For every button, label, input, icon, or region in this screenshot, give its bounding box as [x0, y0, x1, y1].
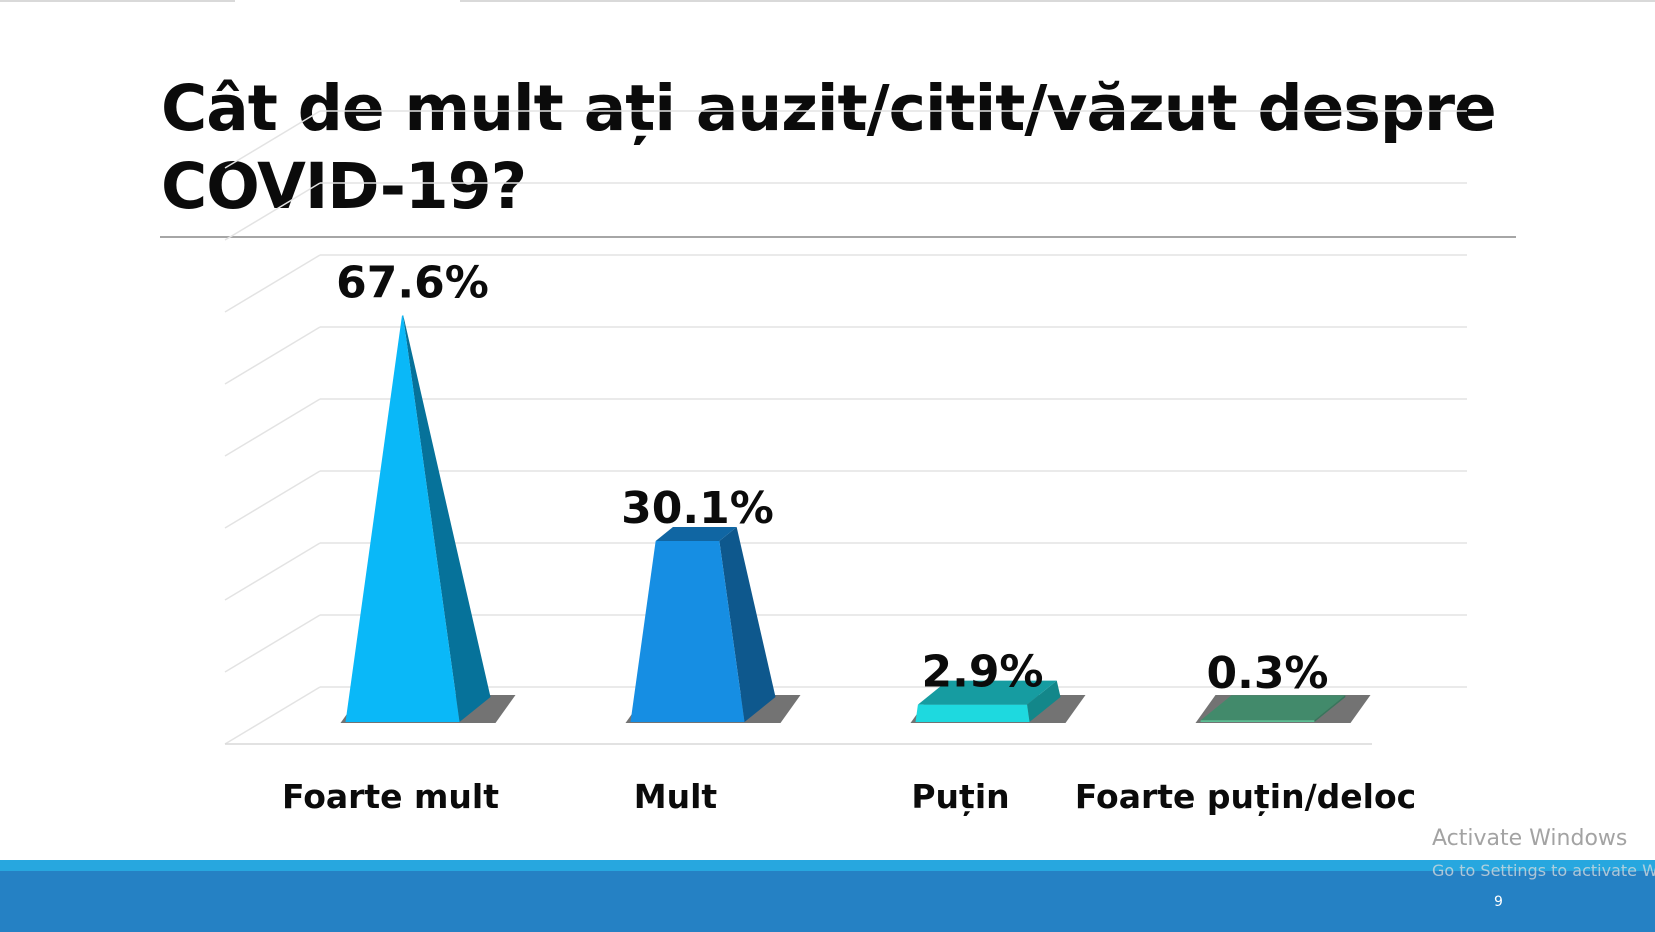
value-label: 67.6% — [336, 258, 489, 309]
title-rule — [160, 236, 1516, 238]
bar-front — [915, 704, 1030, 722]
bar-side — [403, 315, 491, 722]
bar-4 — [1195, 695, 1371, 723]
value-label: 2.9% — [921, 647, 1043, 698]
pyramid-bar-chart: 67.6% Foarte mult 30.1% Mult 2.9% Puțin 0.3% Fo… — [224, 110, 1467, 816]
top-strip-gap — [235, 0, 460, 2]
category-label: Puțin — [911, 777, 1009, 816]
activate-windows-watermark: Activate Windows — [1432, 826, 1628, 851]
category-label: Mult — [634, 777, 718, 816]
gridline-side — [224, 614, 321, 673]
gridline-side — [224, 470, 321, 529]
bar-side — [1027, 680, 1061, 722]
bar-top — [655, 527, 737, 542]
gridline-side — [224, 542, 321, 601]
bar-top — [1200, 695, 1346, 721]
bar-2 — [625, 527, 801, 723]
bar-front — [1200, 720, 1315, 722]
bar-front — [630, 541, 745, 722]
category-label: Foarte puțin/deloc — [1075, 777, 1416, 816]
gridline-side — [224, 326, 321, 385]
slide-title: Cât de mult ați auzit/citit/văzut despre… — [161, 72, 1497, 223]
category-label: Foarte mult — [282, 777, 499, 816]
page-number: 9 — [1494, 894, 1503, 910]
bar-side — [1314, 695, 1346, 722]
activate-windows-hint: Go to Settings to activate Windows. — [1432, 861, 1655, 880]
footer-bar — [0, 871, 1655, 932]
bar-top — [917, 680, 1057, 705]
value-label: 0.3% — [1206, 648, 1328, 699]
gridline-side — [224, 686, 321, 745]
bar-3 — [910, 680, 1086, 723]
footer-accent-bar — [0, 860, 1655, 871]
bar-1 — [340, 315, 516, 723]
bar-side — [719, 527, 776, 722]
gridline-side — [224, 182, 321, 241]
bar-front — [345, 315, 460, 722]
gridline-side — [224, 254, 321, 313]
value-label: 30.1% — [621, 483, 774, 534]
gridline-side — [224, 398, 321, 457]
gridline-side — [224, 110, 321, 169]
top-strip — [0, 0, 1655, 2]
